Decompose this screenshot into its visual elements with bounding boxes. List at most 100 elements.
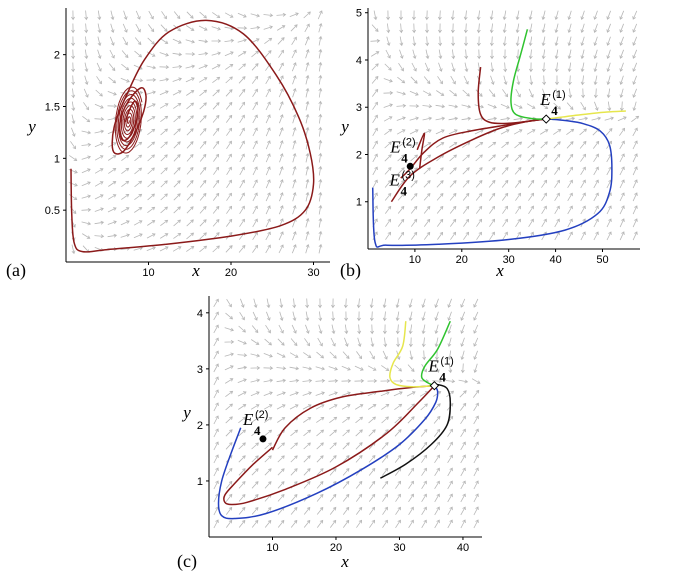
field-arrow bbox=[110, 10, 115, 21]
field-arrow bbox=[356, 519, 363, 528]
field-arrow bbox=[475, 154, 483, 162]
field-arrow bbox=[239, 127, 245, 137]
field-arrow bbox=[316, 506, 324, 515]
field-arrow bbox=[84, 23, 89, 34]
field-arrow bbox=[160, 193, 168, 201]
field-arrow bbox=[250, 25, 261, 30]
field-arrow bbox=[462, 180, 470, 188]
field-arrow bbox=[434, 311, 439, 322]
field-arrow bbox=[315, 391, 326, 396]
field-arrow bbox=[394, 416, 402, 424]
field-arrow bbox=[475, 141, 484, 148]
trajectory-3 bbox=[217, 385, 439, 520]
field-arrow bbox=[279, 166, 284, 176]
field-arrow bbox=[316, 455, 324, 463]
field-arrow bbox=[593, 23, 598, 34]
field-arrow bbox=[447, 441, 453, 451]
field-arrow bbox=[580, 49, 585, 60]
field-arrow bbox=[593, 10, 598, 20]
field-arrow bbox=[619, 140, 625, 150]
field-arrow bbox=[289, 378, 300, 383]
field-arrow bbox=[292, 114, 297, 124]
field-arrow bbox=[449, 89, 458, 97]
field-arrow bbox=[290, 338, 298, 347]
field-arrow bbox=[253, 298, 258, 308]
field-arrow bbox=[515, 205, 521, 214]
field-arrow bbox=[399, 49, 404, 59]
field-arrow bbox=[606, 88, 611, 99]
point-letter: E bbox=[389, 171, 401, 190]
field-arrow bbox=[567, 218, 573, 228]
field-arrow bbox=[239, 179, 245, 189]
field-arrow bbox=[292, 153, 297, 163]
field-arrow bbox=[318, 35, 323, 46]
field-arrow bbox=[265, 218, 271, 228]
field-arrow bbox=[318, 191, 323, 202]
field-arrow bbox=[397, 76, 406, 84]
field-arrow bbox=[81, 168, 91, 174]
y-tick-label: 4 bbox=[197, 308, 203, 320]
field-arrow bbox=[447, 493, 453, 503]
field-arrow bbox=[251, 507, 259, 515]
field-arrow bbox=[146, 51, 156, 57]
field-arrow bbox=[580, 231, 586, 241]
field-arrow bbox=[382, 324, 387, 335]
point-superscript: (3) bbox=[402, 170, 415, 182]
field-arrow bbox=[304, 23, 310, 33]
field-arrow bbox=[172, 38, 182, 44]
field-arrow bbox=[450, 231, 457, 240]
field-arrow bbox=[264, 519, 272, 528]
field-arrow bbox=[279, 153, 284, 163]
y-tick-label: 1.5 bbox=[45, 101, 60, 113]
field-arrow bbox=[277, 417, 286, 423]
field-arrow bbox=[173, 180, 181, 188]
field-arrow bbox=[460, 298, 466, 308]
field-arrow bbox=[331, 324, 336, 335]
field-arrow bbox=[554, 62, 559, 73]
field-arrow bbox=[476, 231, 482, 240]
equilibrium-point-marker bbox=[541, 114, 551, 124]
field-arrow bbox=[225, 493, 233, 502]
field-arrow bbox=[302, 404, 312, 410]
field-arrow bbox=[462, 192, 470, 201]
field-arrow bbox=[252, 205, 258, 215]
field-arrow bbox=[279, 311, 284, 322]
field-arrow bbox=[554, 192, 560, 202]
field-arrow bbox=[394, 364, 402, 372]
field-arrow bbox=[371, 75, 379, 84]
field-arrow bbox=[121, 154, 130, 162]
field-arrow bbox=[489, 36, 494, 47]
field-arrow bbox=[250, 339, 260, 345]
field-arrow bbox=[290, 506, 298, 515]
field-arrow bbox=[341, 365, 351, 371]
field-arrow bbox=[316, 519, 324, 528]
field-arrow bbox=[199, 232, 207, 240]
field-arrow bbox=[527, 179, 535, 188]
field-arrow bbox=[476, 10, 481, 21]
field-arrow bbox=[580, 192, 586, 202]
field-arrow bbox=[291, 36, 297, 46]
field-arrow bbox=[292, 179, 297, 189]
field-arrow bbox=[473, 311, 479, 321]
field-arrow bbox=[172, 90, 182, 96]
field-arrow bbox=[318, 243, 323, 254]
field-arrow bbox=[303, 11, 311, 19]
field-arrow bbox=[172, 246, 182, 252]
field-arrow bbox=[384, 205, 392, 214]
field-arrow bbox=[553, 141, 561, 149]
field-arrow bbox=[567, 192, 573, 202]
field-arrow bbox=[135, 23, 141, 33]
field-arrow bbox=[279, 114, 284, 124]
field-arrow bbox=[264, 442, 272, 450]
field-arrow bbox=[224, 327, 235, 332]
field-arrow bbox=[408, 324, 413, 335]
field-arrow bbox=[604, 116, 614, 121]
field-arrow bbox=[316, 351, 325, 359]
field-arrow bbox=[580, 10, 585, 21]
field-arrow bbox=[541, 62, 546, 73]
field-arrow bbox=[277, 37, 285, 45]
field-arrow bbox=[224, 38, 235, 43]
field-arrow bbox=[449, 142, 458, 148]
field-arrow bbox=[239, 153, 245, 163]
field-arrow bbox=[265, 166, 271, 176]
